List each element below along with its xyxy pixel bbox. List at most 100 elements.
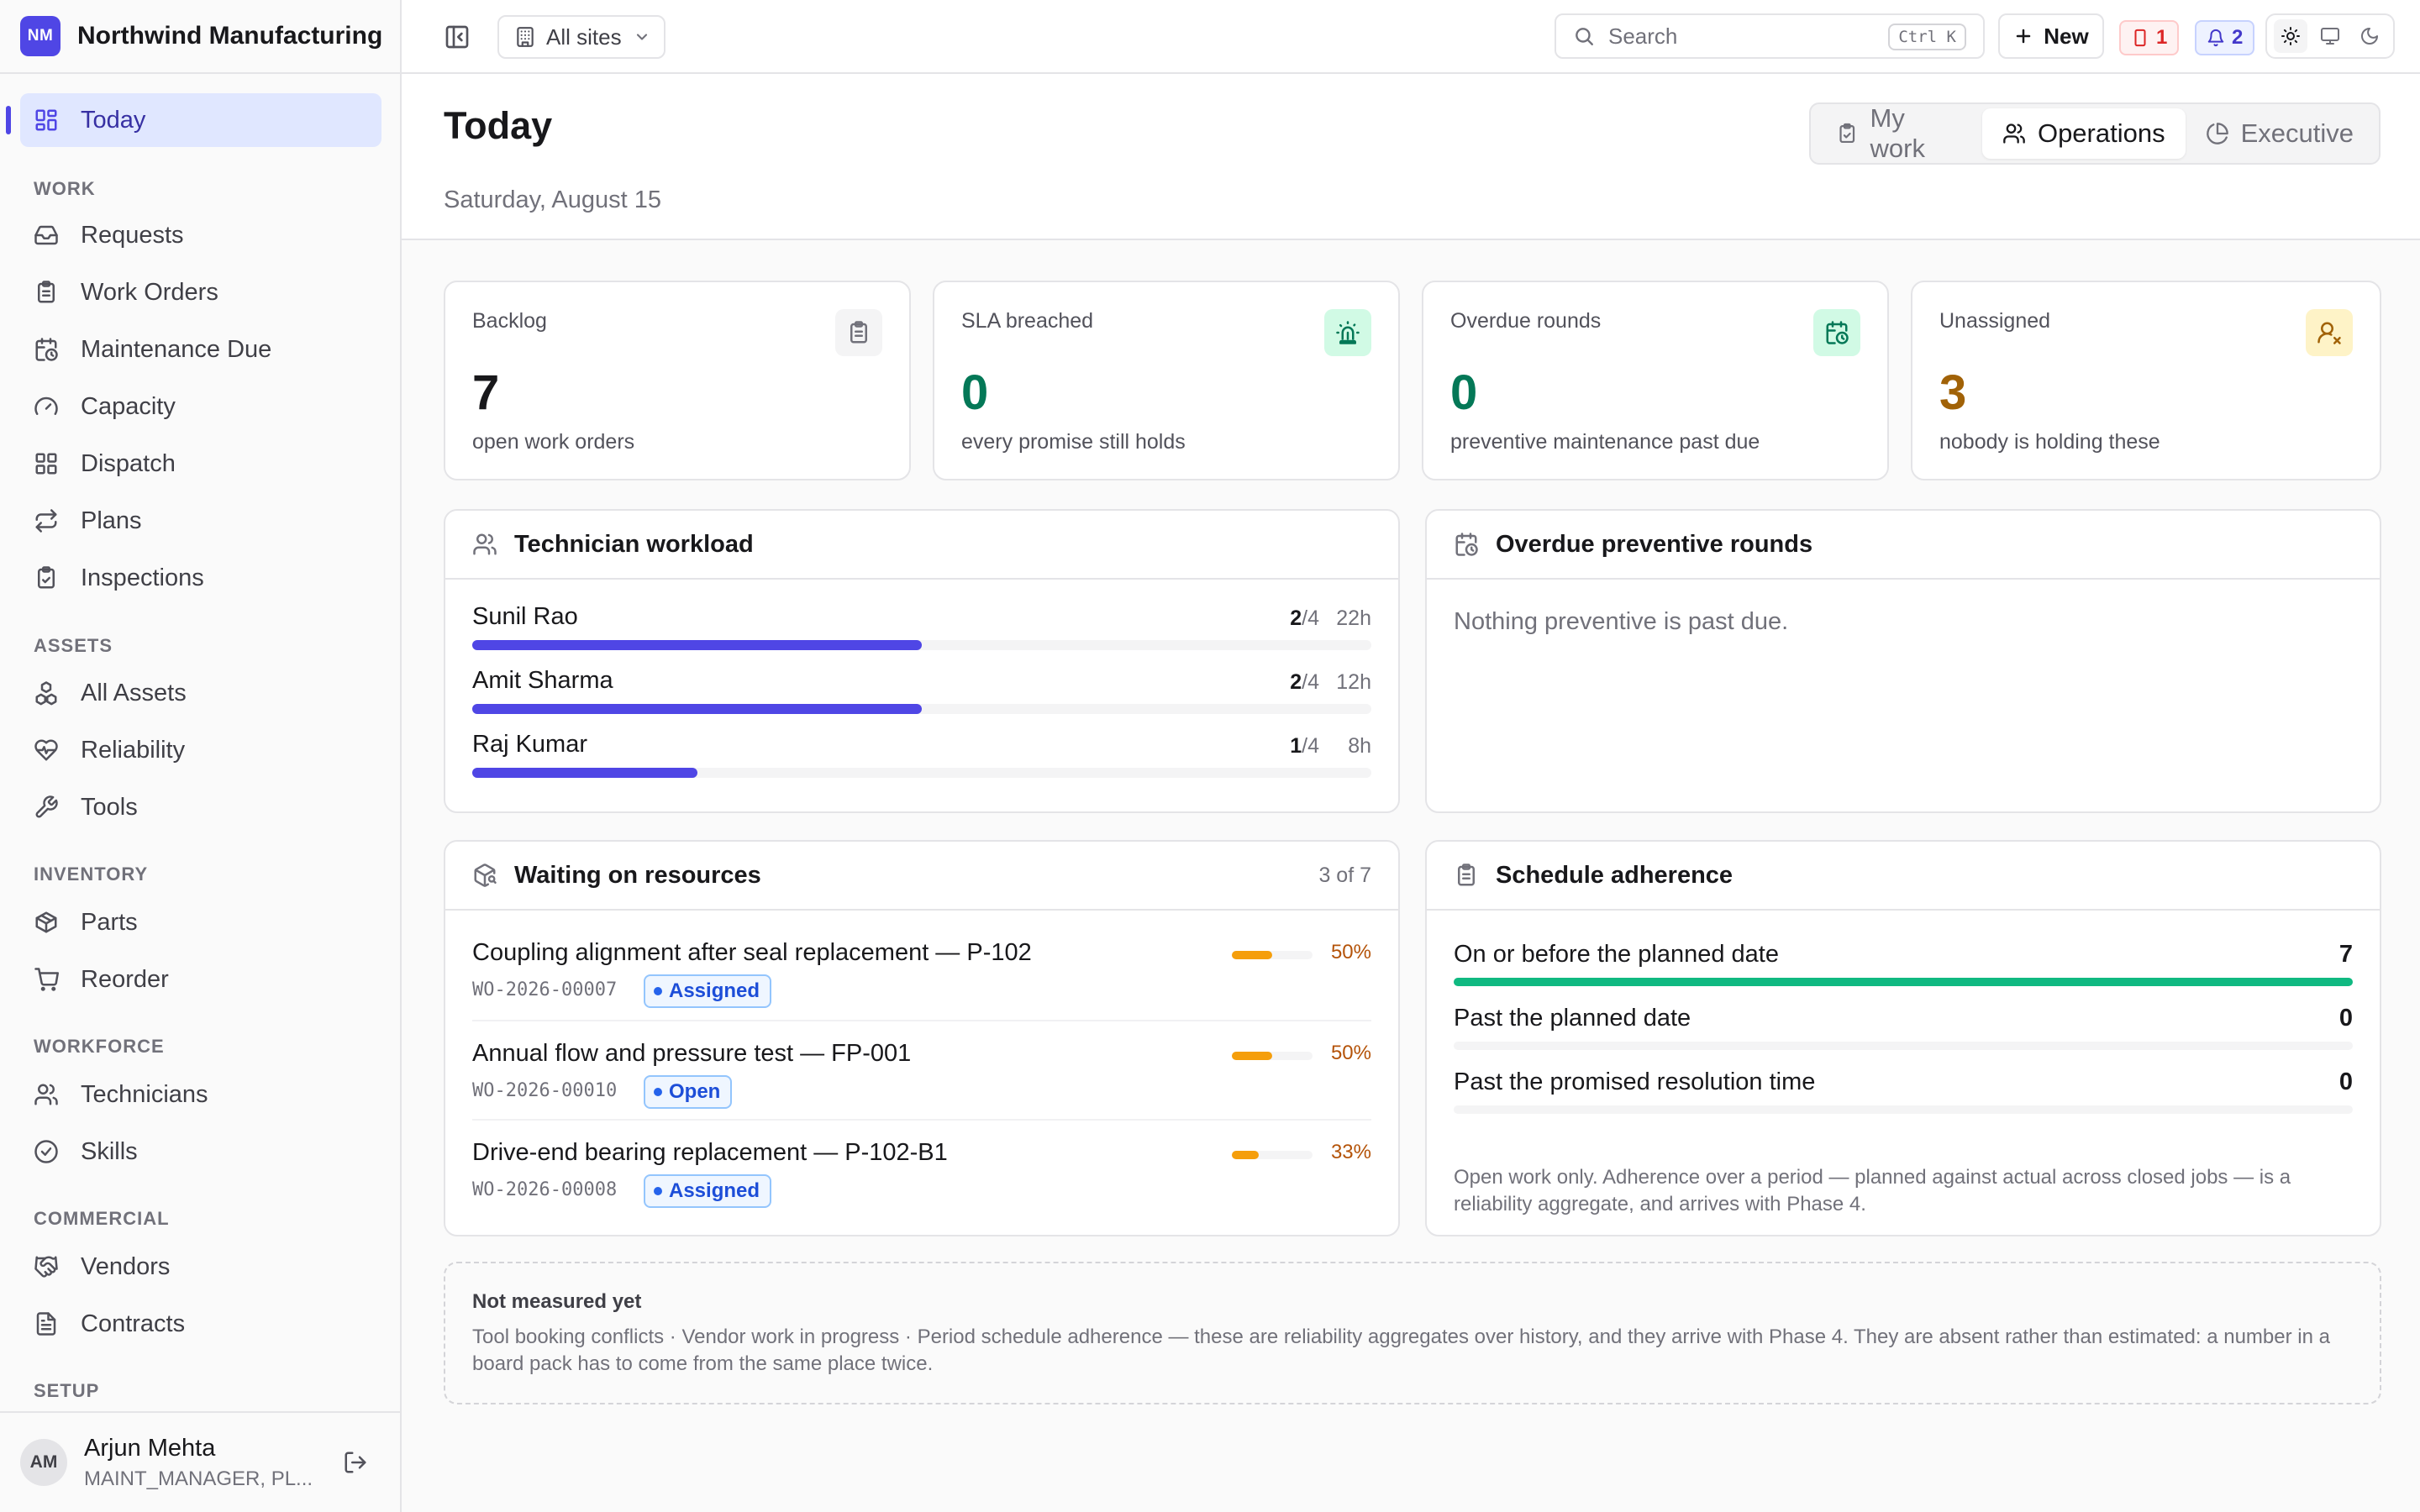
kpi-card-overdue-rounds[interactable]: Overdue rounds 0 preventive maintenance …	[1422, 281, 1889, 480]
work-order-code: WO-2026-00007	[472, 979, 618, 1000]
search-icon	[1576, 28, 1593, 45]
tab-my-work[interactable]: My work	[1816, 103, 1982, 163]
work-order-row[interactable]: Drive-end bearing replacement — P-102-B1…	[472, 1119, 1371, 1218]
kpi-label: Backlog	[472, 309, 547, 333]
sidebar-item-label: Contracts	[81, 1310, 186, 1337]
sidebar-toggle-icon[interactable]	[444, 24, 471, 50]
sidebar-item-plans[interactable]: Plans	[20, 494, 381, 548]
not-measured-panel: Not measured yet Tool booking conflicts …	[444, 1262, 2381, 1404]
sidebar-item-label: All Assets	[81, 679, 187, 706]
notifications-badge[interactable]: 2	[2195, 20, 2255, 55]
nav-section-commercial: COMMERCIAL	[34, 1208, 170, 1229]
sidebar-item-label: Work Orders	[81, 278, 218, 306]
status-badge: Assigned	[644, 1174, 772, 1208]
adherence-value: 7	[2338, 941, 2353, 968]
sidebar-item-label: Requests	[81, 221, 184, 249]
kpi-card-backlog[interactable]: Backlog 7 open work orders	[444, 281, 911, 480]
nav-section-workforce: WORKFORCE	[34, 1036, 165, 1057]
work-order-row[interactable]: Annual flow and pressure test — FP-001 W…	[472, 1020, 1371, 1119]
new-button[interactable]: New	[1998, 13, 2104, 59]
sidebar-item-inspections[interactable]: Inspections	[20, 551, 381, 605]
siren-icon	[1324, 309, 1371, 356]
sidebar-item-tools[interactable]: Tools	[20, 780, 381, 834]
kpi-card-sla-breached[interactable]: SLA breached 0 every promise still holds	[933, 281, 1400, 480]
active-indicator	[6, 106, 11, 134]
tab-operations[interactable]: Operations	[1981, 108, 2186, 159]
progress-track	[1232, 1151, 1313, 1159]
adherence-label: Past the planned date	[1454, 1005, 1691, 1032]
sidebar-item-today[interactable]: Today	[20, 93, 381, 147]
sidebar-item-parts[interactable]: Parts	[20, 895, 381, 949]
adherence-track	[1454, 1105, 2353, 1114]
workload-row[interactable]: Raj Kumar 1/4 8h	[472, 731, 1371, 781]
progress-percent: 50%	[1330, 1042, 1371, 1064]
workload-track	[472, 768, 1371, 778]
package-search-icon	[474, 864, 497, 887]
tab-label: My work	[1870, 103, 1925, 163]
theme-dark-button[interactable]	[2353, 19, 2386, 53]
handshake-icon	[34, 1256, 58, 1278]
tab-label: Executive	[2240, 118, 2354, 148]
technician-workload-card: Technician workload Sunil Rao 2/4 22h Am…	[444, 509, 1400, 813]
status-dot	[654, 1088, 662, 1096]
sidebar-item-dispatch[interactable]: Dispatch	[20, 437, 381, 491]
technician-name: Amit Sharma	[472, 667, 613, 694]
sidebar-item-contracts[interactable]: Contracts	[20, 1297, 381, 1351]
kpi-label: SLA breached	[961, 309, 1094, 333]
status-label: Assigned	[669, 979, 760, 1002]
workload-row[interactable]: Sunil Rao 2/4 22h	[472, 603, 1371, 654]
progress-bar	[1232, 1052, 1272, 1060]
tab-executive[interactable]: Executive	[2186, 108, 2374, 159]
work-order-title: Coupling alignment after seal replacemen…	[472, 939, 1032, 966]
sidebar-item-skills[interactable]: Skills	[20, 1125, 381, 1179]
work-order-row[interactable]: Coupling alignment after seal replacemen…	[472, 921, 1371, 1020]
clipboard-list-icon	[1458, 864, 1475, 886]
workload-track	[472, 704, 1371, 714]
schedule-adherence-card: Schedule adherence On or before the plan…	[1425, 840, 2381, 1236]
kpi-subtitle: every promise still holds	[961, 430, 1186, 454]
brand[interactable]: NM Northwind Manufacturing	[0, 0, 400, 74]
nav-section-inventory: INVENTORY	[34, 864, 149, 885]
site-selector[interactable]: All sites	[497, 15, 666, 59]
topbar: All sites Search Ctrl K New 1 2	[402, 0, 2420, 74]
kpi-value: 0	[1450, 365, 1478, 420]
logout-icon[interactable]	[343, 1450, 368, 1475]
clipboard-check-icon	[1839, 123, 1855, 144]
sidebar-item-capacity[interactable]: Capacity	[20, 380, 381, 433]
search-input[interactable]: Search Ctrl K	[1555, 13, 1985, 59]
gauge-icon	[34, 396, 58, 415]
assigned-count: 2/4	[1290, 606, 1319, 631]
avatar[interactable]: AM	[20, 1439, 67, 1486]
assigned-value: 2	[1290, 670, 1302, 694]
sidebar-item-maintenance-due[interactable]: Maintenance Due	[20, 323, 381, 376]
adherence-row: Past the planned date 0	[1454, 1005, 2353, 1055]
sidebar-item-technicians[interactable]: Technicians	[20, 1068, 381, 1121]
theme-system-button[interactable]	[2313, 19, 2347, 53]
page-date: Saturday, August 15	[444, 186, 662, 213]
adherence-bar	[1454, 978, 2353, 986]
theme-light-button[interactable]	[2273, 19, 2307, 53]
search-placeholder: Search	[1608, 23, 1678, 49]
sidebar-item-label: Capacity	[81, 392, 176, 420]
sidebar-item-reorder[interactable]: Reorder	[20, 953, 381, 1006]
sidebar-item-work-orders[interactable]: Work Orders	[20, 265, 381, 319]
kpi-subtitle: open work orders	[472, 430, 635, 454]
adherence-track	[1454, 1042, 2353, 1050]
card-title: Technician workload	[514, 530, 754, 558]
kpi-card-unassigned[interactable]: Unassigned 3 nobody is holding these	[1911, 281, 2381, 480]
sidebar-item-requests[interactable]: Requests	[20, 208, 381, 262]
alerts-badge[interactable]: 1	[2119, 20, 2180, 55]
capacity-value: /4	[1302, 606, 1319, 630]
sidebar-item-vendors[interactable]: Vendors	[20, 1240, 381, 1294]
card-title: Waiting on resources	[514, 861, 761, 889]
chevron-down-icon	[636, 34, 647, 40]
workload-row[interactable]: Amit Sharma 2/4 12h	[472, 667, 1371, 717]
empty-state: Nothing preventive is past due.	[1454, 608, 1789, 635]
assigned-count: 2/4	[1290, 670, 1319, 695]
sidebar-item-reliability[interactable]: Reliability	[20, 723, 381, 777]
status-badge: Assigned	[644, 974, 772, 1008]
dashboard-icon	[35, 109, 57, 131]
sidebar-item-all-assets[interactable]: All Assets	[20, 666, 381, 720]
repeat-icon	[35, 509, 57, 533]
kpi-subtitle: preventive maintenance past due	[1450, 430, 1760, 454]
